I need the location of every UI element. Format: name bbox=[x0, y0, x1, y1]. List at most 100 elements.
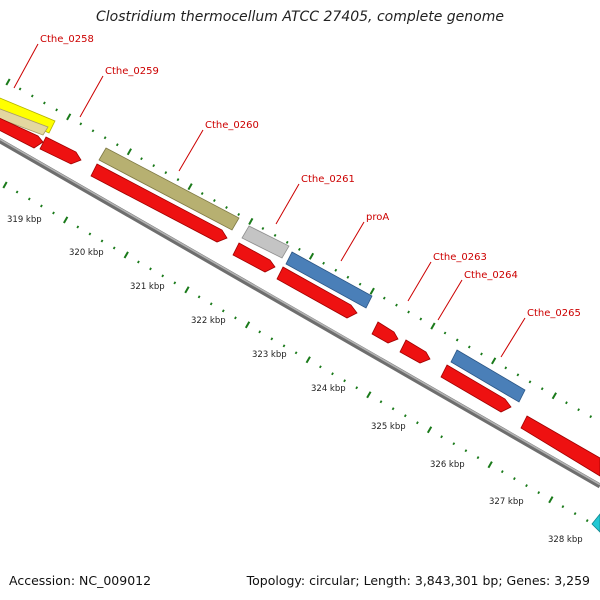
minor-tick bbox=[273, 233, 277, 237]
cds-arrow-9[interactable] bbox=[520, 415, 600, 477]
gene-label[interactable]: Cthe_0258 bbox=[40, 34, 94, 45]
major-tick bbox=[369, 287, 375, 295]
minor-tick bbox=[513, 477, 516, 481]
minor-tick bbox=[200, 192, 204, 196]
minor-tick bbox=[331, 372, 334, 376]
major-tick bbox=[184, 286, 190, 294]
major-tick bbox=[551, 392, 557, 400]
gene-label[interactable]: Cthe_0263 bbox=[433, 252, 487, 263]
gene-label[interactable]: Cthe_0260 bbox=[205, 120, 259, 131]
minor-tick bbox=[589, 415, 593, 419]
minor-tick bbox=[476, 456, 480, 460]
major-tick bbox=[548, 496, 554, 504]
major-tick bbox=[308, 252, 315, 260]
minor-tick bbox=[358, 282, 362, 286]
minor-tick bbox=[504, 366, 508, 370]
minor-tick bbox=[137, 260, 140, 264]
minor-tick bbox=[298, 247, 301, 251]
minor-tick bbox=[440, 435, 443, 439]
gene-cthe-0258-cds[interactable] bbox=[0, 107, 49, 136]
gene-cthe-0265-feature[interactable] bbox=[450, 349, 526, 403]
major-tick bbox=[66, 113, 72, 121]
scale-label: 325 kbp bbox=[371, 422, 406, 432]
minor-tick bbox=[91, 129, 95, 133]
minor-tick bbox=[237, 212, 241, 216]
gene-label[interactable]: Cthe_0259 bbox=[105, 66, 159, 77]
cds-arrow-1[interactable] bbox=[0, 116, 44, 149]
minor-tick bbox=[500, 470, 504, 474]
minor-tick bbox=[221, 309, 225, 313]
major-tick bbox=[2, 181, 8, 189]
minor-tick bbox=[379, 400, 383, 404]
minor-tick bbox=[525, 484, 528, 488]
major-tick bbox=[126, 148, 132, 156]
minor-tick bbox=[176, 178, 180, 182]
minor-tick bbox=[403, 414, 407, 418]
minor-tick bbox=[100, 239, 104, 243]
minor-tick bbox=[346, 275, 350, 279]
gene-cthe-0261-feature[interactable] bbox=[241, 225, 290, 259]
major-tick bbox=[426, 426, 433, 434]
scale-label: 321 kbp bbox=[130, 282, 165, 292]
minor-tick bbox=[209, 302, 213, 306]
minor-tick bbox=[455, 338, 459, 342]
scale-label: 319 kbp bbox=[7, 215, 42, 225]
cds-arrow-7[interactable] bbox=[399, 339, 431, 364]
cds-arrow-5[interactable] bbox=[276, 266, 358, 319]
minor-tick bbox=[540, 387, 544, 391]
cds-arrow-6[interactable] bbox=[371, 321, 399, 344]
minor-tick bbox=[480, 352, 483, 356]
gene-label[interactable]: proA bbox=[366, 212, 389, 223]
minor-tick bbox=[452, 442, 456, 446]
gene-labels: Cthe_0258 Cthe_0259 Cthe_0260 Cthe_0261 … bbox=[40, 34, 581, 319]
minor-tick bbox=[516, 373, 520, 377]
cds-arrow-8[interactable] bbox=[440, 364, 512, 413]
minor-tick bbox=[443, 331, 447, 335]
outer-tick-track bbox=[5, 78, 593, 419]
minor-tick bbox=[115, 143, 119, 147]
minor-tick bbox=[395, 303, 398, 307]
major-tick bbox=[5, 78, 11, 86]
minor-tick bbox=[234, 316, 237, 320]
gene-proa-feature[interactable] bbox=[285, 251, 373, 309]
minor-tick bbox=[322, 261, 325, 265]
gene-cthe-0260-feature[interactable] bbox=[98, 147, 240, 231]
minor-tick bbox=[43, 101, 46, 105]
minor-tick bbox=[577, 408, 580, 412]
outer-feature-track bbox=[0, 97, 526, 403]
minor-tick bbox=[585, 519, 589, 523]
gene-label[interactable]: Cthe_0265 bbox=[527, 308, 581, 319]
minor-tick bbox=[355, 386, 359, 390]
cyan-feature[interactable] bbox=[591, 513, 600, 533]
cds-arrow-4[interactable] bbox=[232, 242, 276, 273]
map-title: Clostridium thermocellum ATCC 27405, com… bbox=[96, 9, 504, 25]
scale-labels: 319 kbp 320 kbp 321 kbp 322 kbp 323 kbp … bbox=[7, 215, 583, 545]
major-tick bbox=[366, 391, 372, 399]
minor-tick bbox=[152, 164, 156, 168]
cds-arrow-3[interactable] bbox=[90, 163, 228, 243]
gene-label[interactable]: Cthe_0264 bbox=[464, 270, 518, 281]
minor-tick bbox=[565, 401, 568, 405]
accession-label: Accession: NC_009012 bbox=[9, 573, 152, 588]
inner-feature-track bbox=[0, 107, 600, 477]
minor-tick bbox=[55, 108, 58, 112]
scale-label: 326 kbp bbox=[430, 460, 465, 470]
major-tick bbox=[248, 217, 254, 225]
minor-tick bbox=[18, 87, 22, 91]
minor-tick bbox=[225, 206, 228, 209]
cds-arrow-2[interactable] bbox=[39, 136, 82, 165]
genome-backbone bbox=[0, 137, 600, 489]
minor-tick bbox=[40, 204, 43, 208]
minor-tick bbox=[149, 267, 152, 271]
major-tick bbox=[430, 322, 436, 330]
minor-tick bbox=[382, 296, 386, 300]
major-tick bbox=[305, 356, 311, 364]
gene-label[interactable]: Cthe_0261 bbox=[301, 174, 355, 185]
scale-label: 328 kbp bbox=[548, 535, 583, 545]
scale-label: 323 kbp bbox=[252, 350, 287, 360]
inner-tick-track bbox=[2, 181, 600, 530]
minor-tick bbox=[467, 345, 471, 349]
scale-label: 324 kbp bbox=[311, 384, 346, 394]
minor-tick bbox=[76, 225, 80, 229]
